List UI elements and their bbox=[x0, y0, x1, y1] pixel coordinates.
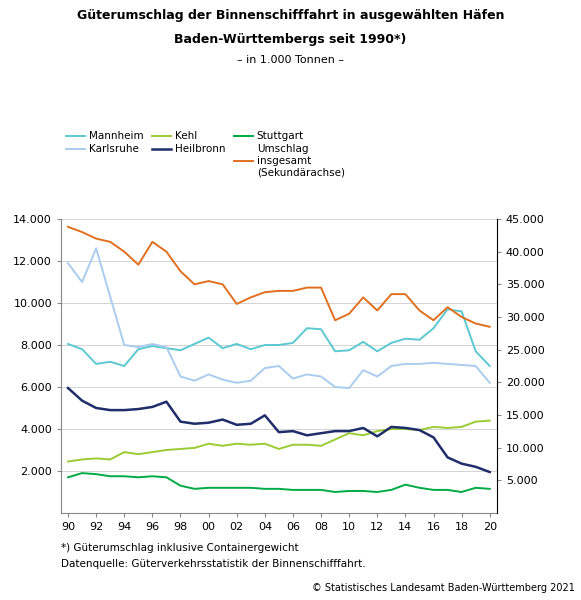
Text: © Statistisches Landesamt Baden-Württemberg 2021: © Statistisches Landesamt Baden-Württemb… bbox=[313, 583, 575, 593]
Text: Baden-Württembergs seit 1990*): Baden-Württembergs seit 1990*) bbox=[174, 33, 407, 46]
Legend: Mannheim, Karlsruhe, Kehl, Heilbronn, Stuttgart, Umschlag
insgesamt
(Sekundärach: Mannheim, Karlsruhe, Kehl, Heilbronn, St… bbox=[66, 131, 345, 178]
Text: Datenquelle: Güterverkehrsstatistik der Binnenschifffahrt.: Datenquelle: Güterverkehrsstatistik der … bbox=[61, 559, 365, 569]
Text: *) Güterumschlag inklusive Containergewicht: *) Güterumschlag inklusive Containergewi… bbox=[61, 543, 299, 553]
Text: Güterumschlag der Binnenschifffahrt in ausgewählten Häfen: Güterumschlag der Binnenschifffahrt in a… bbox=[77, 9, 504, 22]
Text: – in 1.000 Tonnen –: – in 1.000 Tonnen – bbox=[237, 55, 344, 65]
